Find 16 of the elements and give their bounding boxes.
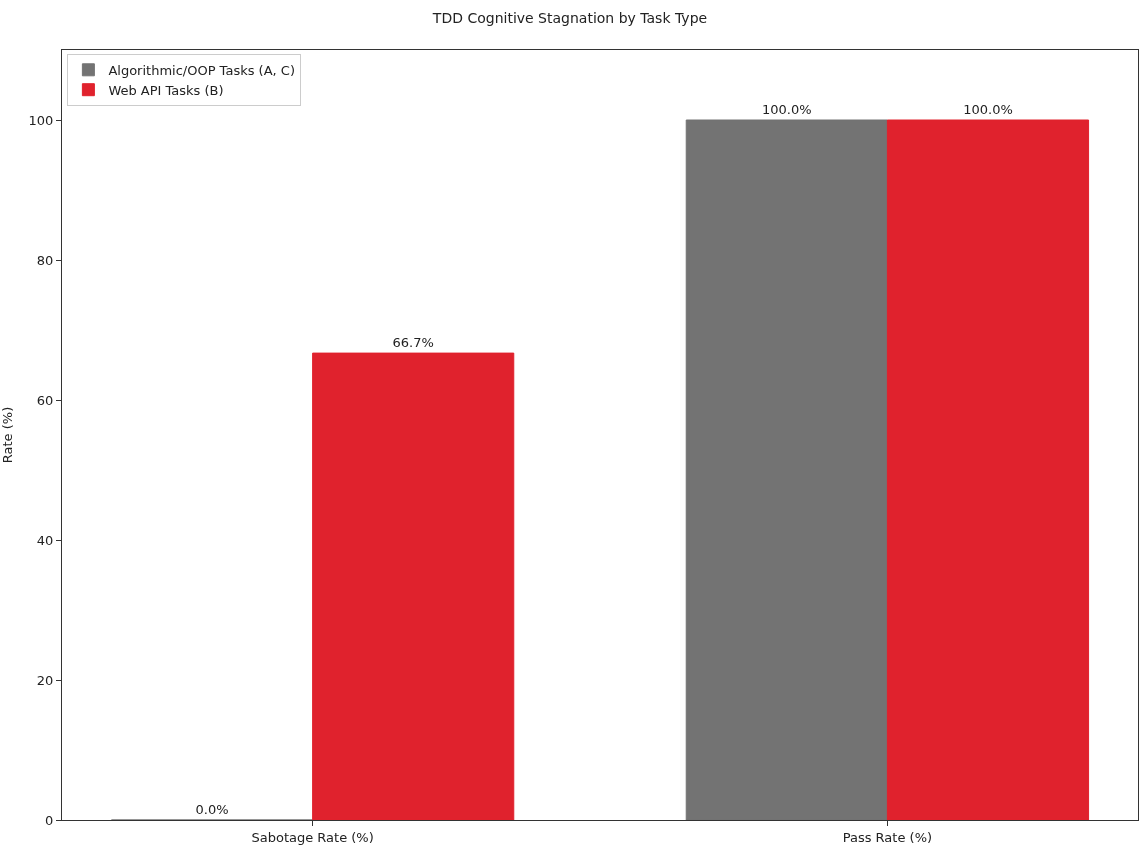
x-tick-label: Pass Rate (%) [842,829,933,845]
data-label: 0.0% [195,802,229,817]
data-label: 100.0% [963,102,1013,117]
y-tick-label: 80 [36,252,54,268]
chart-title: TDD Cognitive Stagnation by Task Type [431,9,708,26]
y-tick-label: 40 [36,532,54,548]
y-tick-label: 100 [28,112,54,128]
y-tick-label: 60 [36,392,54,408]
y-tick-label: 0 [45,812,54,828]
legend-label: Web API Tasks (B) [108,82,224,98]
x-tick-label: Sabotage Rate (%) [251,829,374,845]
legend-label: Algorithmic/OOP Tasks (A, C) [108,62,295,78]
data-label: 66.7% [392,335,434,351]
data-label: 100.0% [762,102,812,117]
y-tick-label: 20 [36,672,54,688]
y-axis-title: Rate (%) [0,406,15,464]
